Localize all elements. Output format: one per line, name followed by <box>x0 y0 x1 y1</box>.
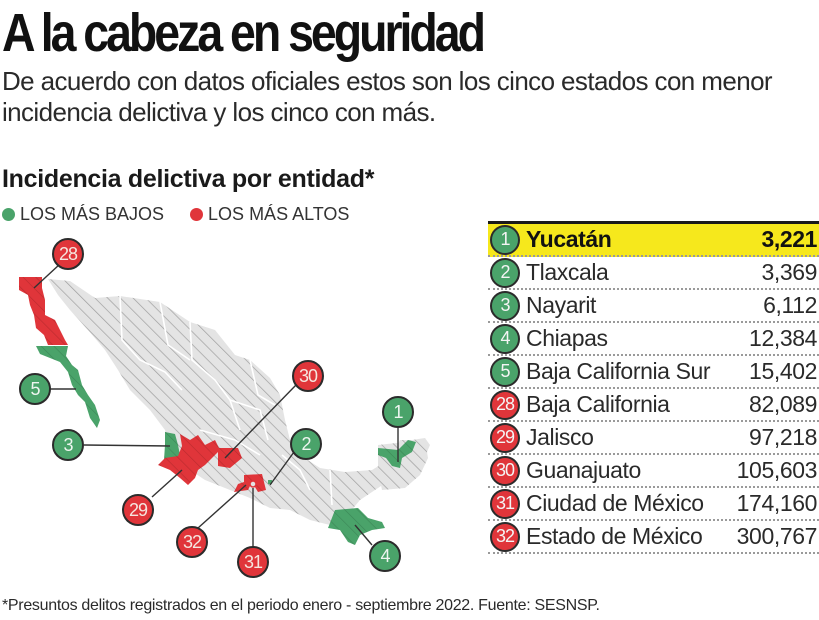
map-callout-28: 28 <box>52 238 84 270</box>
headline: A la cabeza en seguridad <box>2 3 486 63</box>
table-row: 2 Tlaxcala 3,369 <box>488 257 819 290</box>
incidence-value: 6,112 <box>763 292 817 318</box>
incidence-value: 3,221 <box>761 226 817 252</box>
section-title: Incidencia delictiva por entidad* <box>2 165 375 193</box>
incidence-value: 82,089 <box>749 391 817 417</box>
legend: LOS MÁS BAJOS LOS MÁS ALTOS <box>2 203 349 225</box>
state-name: Baja California Sur <box>526 358 711 384</box>
rank-badge: 31 <box>490 488 520 519</box>
map-callout-5: 5 <box>19 373 51 405</box>
rank-badge: 30 <box>490 455 520 486</box>
legend-item-low: LOS MÁS BAJOS <box>2 203 164 225</box>
state-name: Estado de México <box>526 523 703 549</box>
table-row: 1 Yucatán 3,221 <box>488 224 819 257</box>
incidence-value: 300,767 <box>736 523 818 549</box>
rank-badge: 29 <box>490 422 520 453</box>
rank-badge: 5 <box>490 356 520 387</box>
table-row: 28 Baja California 82,089 <box>488 389 819 422</box>
incidence-value: 174,160 <box>736 490 818 516</box>
state-name: Chiapas <box>526 325 608 351</box>
state-name: Jalisco <box>526 424 594 450</box>
state-name: Ciudad de México <box>526 490 704 516</box>
incidence-value: 105,603 <box>736 457 818 483</box>
legend-label-low: LOS MÁS BAJOS <box>20 204 165 224</box>
map-state-jalisco <box>158 434 220 485</box>
mexico-map: 28 5 3 30 2 1 29 32 31 4 <box>0 230 480 585</box>
state-borders <box>119 295 399 506</box>
footnote: *Presuntos delitos registrados en el per… <box>2 597 600 614</box>
map-mainland <box>48 279 430 525</box>
subheadline: De acuerdo con datos oficiales estos son… <box>2 66 773 127</box>
rank-badge: 28 <box>490 389 520 420</box>
map-callout-30: 30 <box>292 360 324 392</box>
map-state-guanajuato <box>218 448 242 468</box>
map-state-baja-california <box>19 277 68 345</box>
map-state-baja-california-sur <box>36 346 100 428</box>
table-row: 30 Guanajuato 105,603 <box>488 455 819 488</box>
green-dot-icon <box>2 207 15 221</box>
rank-badge: 4 <box>490 323 520 354</box>
legend-label-high: LOS MÁS ALTOS <box>208 204 350 224</box>
red-dot-icon <box>190 207 204 221</box>
table-row: 31 Ciudad de México 174,160 <box>488 488 819 521</box>
state-name: Yucatán <box>526 226 612 252</box>
map-callout-4: 4 <box>369 540 401 572</box>
rank-badge: 32 <box>490 521 520 552</box>
rank-badge: 3 <box>490 290 520 321</box>
map-callout-2: 2 <box>290 428 322 460</box>
state-name: Tlaxcala <box>526 259 609 285</box>
map-graphic <box>19 263 430 550</box>
state-name: Nayarit <box>526 292 597 318</box>
map-state-yucatan <box>378 440 416 468</box>
incidence-value: 15,402 <box>749 358 817 384</box>
rank-badge: 2 <box>490 257 520 288</box>
incidence-value: 12,384 <box>749 325 817 351</box>
leader-lines <box>33 263 399 550</box>
map-callout-31: 31 <box>237 546 269 578</box>
table-row: 29 Jalisco 97,218 <box>488 422 819 455</box>
map-state-ciudad-de-mexico <box>249 480 257 488</box>
table-row: 32 Estado de México 300,767 <box>488 521 819 554</box>
map-callout-29: 29 <box>122 494 154 526</box>
table-row: 4 Chiapas 12,384 <box>488 323 819 356</box>
map-callout-1: 1 <box>382 396 414 428</box>
incidence-value: 3,369 <box>761 259 817 285</box>
table-row: 3 Nayarit 6,112 <box>488 290 819 323</box>
map-callout-32: 32 <box>176 526 208 558</box>
ranking-table: 1 Yucatán 3,221 2 Tlaxcala 3,369 3 Nayar… <box>488 221 819 554</box>
incidence-value: 97,218 <box>749 424 817 450</box>
state-name: Guanajuato <box>526 457 641 483</box>
map-state-nayarit <box>164 432 180 462</box>
map-callout-3: 3 <box>52 429 84 461</box>
legend-item-high: LOS MÁS ALTOS <box>190 203 349 225</box>
map-state-tlaxcala <box>268 480 272 484</box>
rank-badge: 1 <box>490 224 520 255</box>
table-row: 5 Baja California Sur 15,402 <box>488 356 819 389</box>
state-name: Baja California <box>526 391 670 417</box>
